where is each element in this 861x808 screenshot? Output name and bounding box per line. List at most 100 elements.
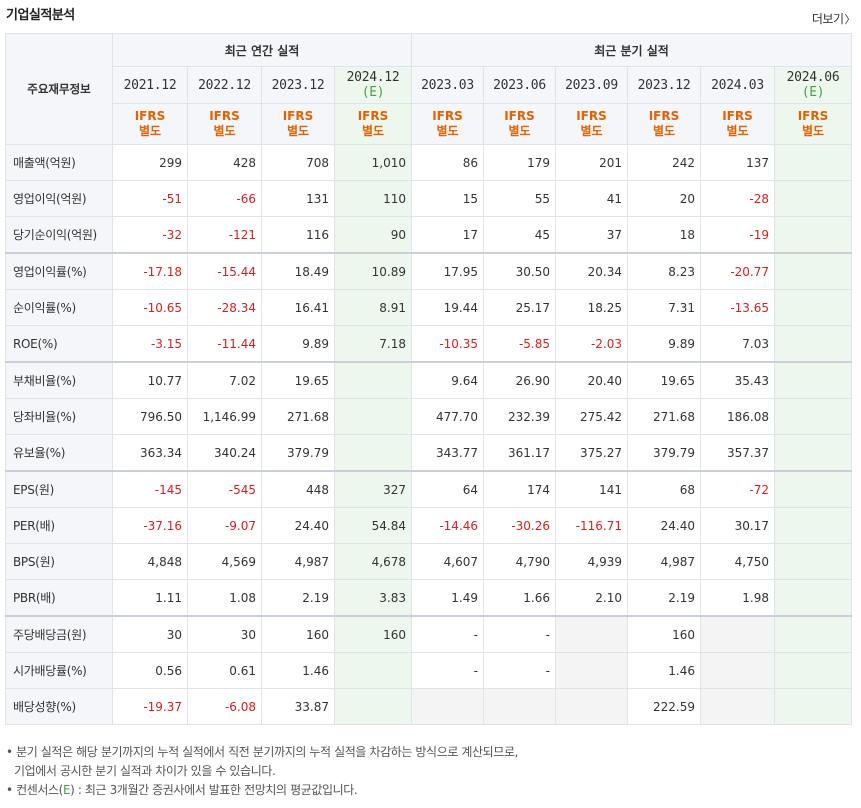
period-header: 2023.06 bbox=[483, 66, 556, 104]
ifrs-badge: IFRS 별도 bbox=[700, 103, 775, 145]
table-cell: 796.50 bbox=[112, 398, 188, 435]
table-row: 당기순이익(억원) -32 -121 116 90 17 45 37 18 -19 bbox=[5, 216, 852, 254]
table-cell: 18.49 bbox=[261, 252, 335, 290]
row-label: PER(배) bbox=[5, 507, 113, 544]
period-date: 2021.12 bbox=[123, 77, 177, 93]
table-cell: 375.27 bbox=[555, 434, 628, 472]
ifrs-badge: IFRS 별도 bbox=[555, 103, 628, 145]
table-cell: 174 bbox=[483, 470, 556, 508]
table-cell: 90 bbox=[334, 216, 412, 254]
period-date: 2024.06 bbox=[786, 70, 840, 85]
table-cell: 16.41 bbox=[261, 289, 335, 326]
table-cell: 299 bbox=[112, 144, 188, 181]
table-cell: 477.70 bbox=[411, 398, 484, 435]
financial-table: 주요재무정보 최근 연간 실적 최근 분기 실적 2021.12 2022.12 2… bbox=[5, 33, 852, 725]
table-cell: 8.91 bbox=[334, 289, 412, 326]
table-row: 유보율(%) 363.34 340.24 379.79 343.77 361.17 375.… bbox=[5, 434, 852, 472]
footnote-1-cont: 기업에서 공시한 분기 실적과 차이가 있을 수 있습니다. bbox=[14, 764, 276, 778]
table-cell: -28 bbox=[700, 180, 775, 217]
table-cell: -6.08 bbox=[187, 688, 262, 725]
table-cell bbox=[411, 688, 484, 725]
period-header: 2023.09 bbox=[555, 66, 628, 104]
table-row: 영업이익률(%) -17.18 -15.44 18.49 10.89 17.95 30.50… bbox=[5, 252, 852, 290]
table-cell: 9.89 bbox=[627, 325, 701, 363]
table-cell: 1,146.99 bbox=[187, 398, 262, 435]
table-row: 주당배당금(원) 30 30 160 160- -160 bbox=[5, 615, 852, 653]
more-label: 더보기 bbox=[811, 12, 844, 26]
table-row: BPS(원) 4,848 4,569 4,987 4,678 4,607 4,790 4,93… bbox=[5, 543, 852, 580]
table-cell: 7.18 bbox=[334, 325, 412, 363]
period-header: 2023.03 bbox=[411, 66, 484, 104]
table-cell bbox=[334, 398, 412, 435]
table-cell: 45 bbox=[483, 216, 556, 254]
row-label: 부채비율(%) bbox=[5, 361, 113, 399]
table-cell: -19 bbox=[700, 216, 775, 254]
table-cell: 1.98 bbox=[700, 579, 775, 617]
ifrs-label: IFRS bbox=[722, 109, 753, 123]
ifrs-badge: IFRS 별도 bbox=[112, 103, 188, 145]
table-cell: 3.83 bbox=[334, 579, 412, 617]
table-cell bbox=[334, 361, 412, 399]
period-date: 2023.12 bbox=[637, 77, 691, 93]
table-cell bbox=[774, 144, 852, 181]
table-cell: 1.46 bbox=[627, 652, 701, 689]
period-date: 2023.09 bbox=[565, 77, 618, 93]
more-link[interactable]: 더보기〉 bbox=[811, 10, 856, 27]
table-row: ROE(%) -3.15 -11.44 9.89 7.18 -10.35 -5.85 -2.0… bbox=[5, 325, 852, 363]
table-cell: -51 bbox=[112, 180, 188, 217]
table-cell bbox=[774, 615, 852, 653]
period-header: 2024.12 (E) bbox=[334, 66, 412, 104]
table-cell: 2.19 bbox=[627, 579, 701, 617]
table-cell: 55 bbox=[483, 180, 556, 217]
ifrs-badge: IFRS 별도 bbox=[261, 103, 335, 145]
row-label: 주당배당금(원) bbox=[5, 615, 113, 653]
table-cell: 1.66 bbox=[483, 579, 556, 617]
ifrs-label: IFRS bbox=[648, 109, 680, 123]
table-cell: 86 bbox=[411, 144, 484, 181]
table-cell: 20.34 bbox=[555, 252, 628, 290]
table-cell: 24.40 bbox=[627, 507, 701, 544]
table-cell: 357.37 bbox=[700, 434, 775, 472]
table-cell: -13.65 bbox=[700, 289, 775, 326]
table-cell: 30 bbox=[112, 615, 188, 653]
chevron-right-icon: 〉 bbox=[844, 13, 856, 26]
ifrs-type-label: 별도 bbox=[726, 124, 749, 138]
table-cell: 361.17 bbox=[483, 434, 556, 472]
row-label: 매출액(억원) bbox=[5, 144, 113, 181]
table-cell: 54.84 bbox=[334, 507, 412, 544]
ifrs-type-label: 별도 bbox=[580, 124, 603, 138]
table-cell: 4,569 bbox=[187, 543, 262, 580]
ifrs-badge: IFRS 별도 bbox=[334, 103, 412, 145]
table-cell: 0.61 bbox=[187, 652, 262, 689]
table-cell: 131 bbox=[261, 180, 335, 217]
table-cell: 708 bbox=[261, 144, 335, 181]
table-row: 배당성향(%) -19.37 -6.08 33.87 222.59 bbox=[5, 688, 852, 725]
table-cell: -20.77 bbox=[700, 252, 775, 290]
table-cell: 20.40 bbox=[555, 361, 628, 399]
period-date: 2022.12 bbox=[198, 77, 251, 93]
table-cell bbox=[334, 434, 412, 472]
footnote-2-e: E bbox=[62, 783, 71, 797]
ifrs-type-label: 별도 bbox=[652, 124, 676, 138]
row-label: 당좌비율(%) bbox=[5, 398, 113, 435]
section-title: 기업실적분석 bbox=[6, 8, 75, 23]
footnote-2-suffix: ) : 최근 3개월간 증권사에서 발표한 전망치의 평균값입니다. bbox=[70, 783, 358, 797]
table-cell: 19.65 bbox=[627, 361, 701, 399]
table-cell: 41 bbox=[555, 180, 628, 217]
period-header: 2022.12 bbox=[187, 66, 262, 104]
table-cell: -545 bbox=[187, 470, 262, 508]
period-date: 2023.03 bbox=[421, 77, 474, 93]
row-label: BPS(원) bbox=[5, 543, 113, 580]
table-cell bbox=[774, 434, 852, 472]
table-cell: -37.16 bbox=[112, 507, 188, 544]
table-cell: 222.59 bbox=[627, 688, 701, 725]
table-cell: 110 bbox=[334, 180, 412, 217]
table-cell: 363.34 bbox=[112, 434, 188, 472]
table-row: 매출액(억원) 299 428 708 1,010 86 179 201 242 137 bbox=[5, 144, 852, 181]
period-date: 2024.03 bbox=[711, 77, 764, 93]
footnotes: • 분기 실적은 해당 분기까지의 누적 실적에서 직전 분기까지의 누적 실적… bbox=[6, 743, 518, 800]
table-cell: - bbox=[483, 615, 556, 653]
table-cell: 379.79 bbox=[261, 434, 335, 472]
table-row: 영업이익(억원) -51 -66 131 110 15 55 41 20 -28 bbox=[5, 180, 852, 217]
period-header: 2024.03 bbox=[700, 66, 775, 104]
